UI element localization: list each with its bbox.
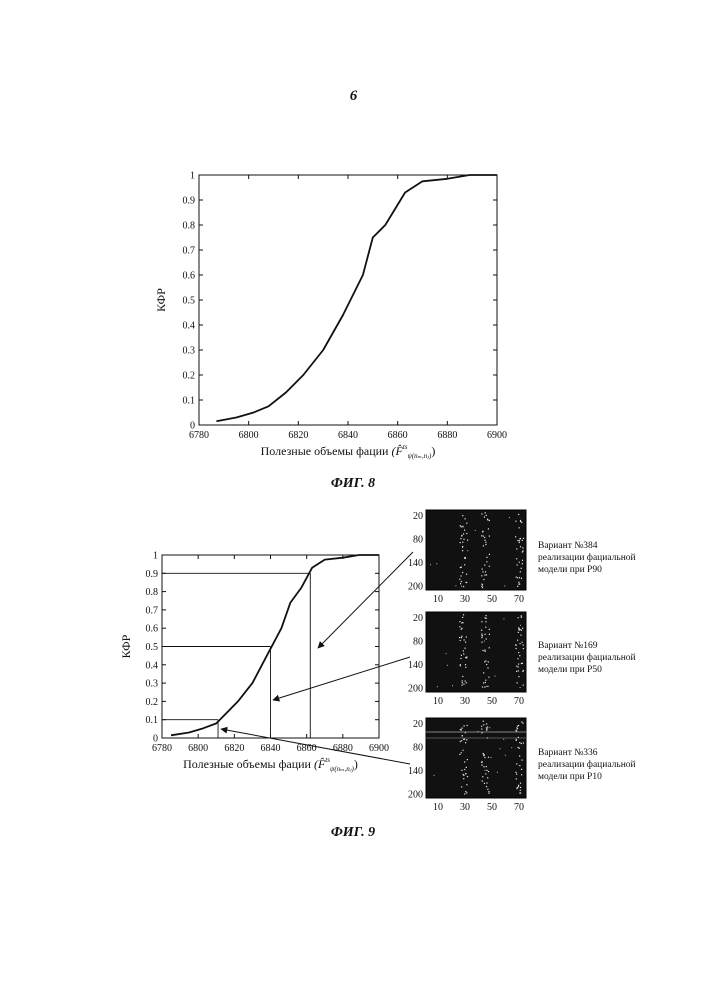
- pointer-arrow: [318, 552, 413, 648]
- pointer-arrow: [273, 657, 410, 700]
- pointer-arrow: [221, 729, 410, 764]
